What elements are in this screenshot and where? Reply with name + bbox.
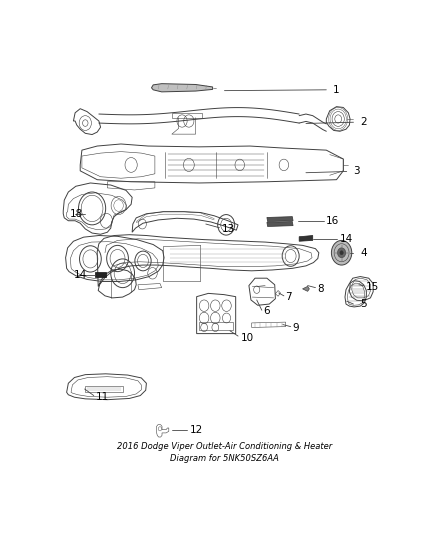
Polygon shape xyxy=(267,222,293,227)
Text: 2016 Dodge Viper Outlet-Air Conditioning & Heater
Diagram for 5NK50SZ6AA: 2016 Dodge Viper Outlet-Air Conditioning… xyxy=(117,442,332,463)
Polygon shape xyxy=(299,236,313,241)
Text: 11: 11 xyxy=(96,392,110,402)
Text: 9: 9 xyxy=(293,323,299,333)
Text: 14: 14 xyxy=(74,270,87,279)
Text: 4: 4 xyxy=(360,248,367,258)
Text: 10: 10 xyxy=(241,333,254,343)
Polygon shape xyxy=(152,84,212,92)
Circle shape xyxy=(338,248,346,257)
Text: 1: 1 xyxy=(333,85,340,95)
Text: 7: 7 xyxy=(286,292,292,302)
Text: 2: 2 xyxy=(360,117,367,127)
Text: 3: 3 xyxy=(353,166,360,176)
Text: 13: 13 xyxy=(222,224,235,234)
Text: 8: 8 xyxy=(317,284,323,294)
Text: 18: 18 xyxy=(70,209,83,219)
Polygon shape xyxy=(303,286,309,292)
Text: 12: 12 xyxy=(190,425,203,435)
Polygon shape xyxy=(95,272,106,277)
Text: 6: 6 xyxy=(264,306,270,317)
Text: 5: 5 xyxy=(360,299,367,309)
Circle shape xyxy=(340,251,343,255)
Text: 16: 16 xyxy=(326,216,339,226)
Circle shape xyxy=(332,240,352,265)
Polygon shape xyxy=(267,216,293,222)
Text: 14: 14 xyxy=(340,234,353,244)
Text: 15: 15 xyxy=(366,282,379,292)
